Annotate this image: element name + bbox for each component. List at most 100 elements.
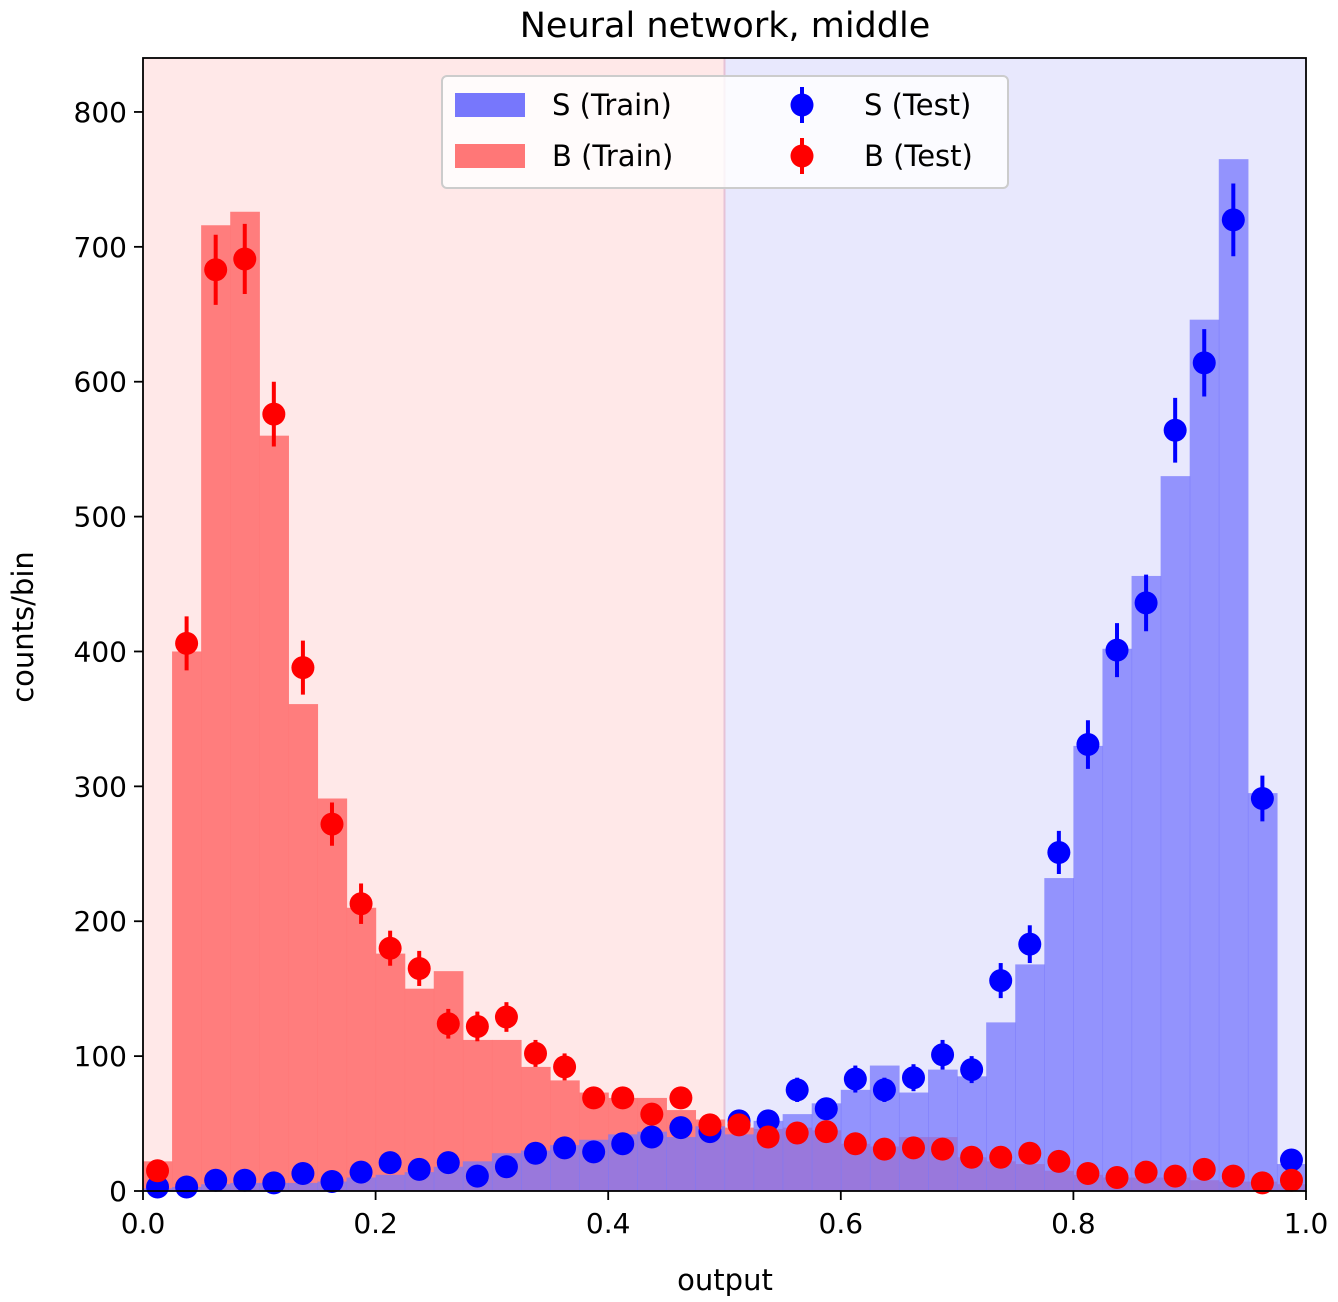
data-point xyxy=(1279,1148,1303,1172)
hist-bar xyxy=(201,225,231,1191)
y-tick-label: 400 xyxy=(74,635,127,668)
data-point xyxy=(1018,1141,1042,1165)
y-tick-label: 100 xyxy=(74,1040,127,1073)
data-point xyxy=(872,1137,896,1161)
data-point xyxy=(814,1097,838,1121)
data-point xyxy=(436,1012,460,1036)
data-point xyxy=(960,1058,984,1082)
hist-bar xyxy=(1044,878,1074,1191)
data-point xyxy=(989,1145,1013,1169)
data-point xyxy=(1163,1164,1187,1188)
legend-label: S (Test) xyxy=(864,88,971,122)
data-point xyxy=(640,1102,664,1126)
data-point xyxy=(1105,1166,1129,1190)
legend-entry: S (Test) xyxy=(790,87,971,123)
data-point xyxy=(262,1171,286,1195)
data-point xyxy=(204,258,228,282)
hist-bar xyxy=(1131,575,1162,1191)
data-point xyxy=(378,1151,402,1175)
hist-bar xyxy=(404,988,435,1191)
hist-bar xyxy=(724,1134,755,1191)
y-tick-label: 300 xyxy=(74,770,127,803)
hist-bar xyxy=(288,1182,319,1191)
x-tick-label: 0.6 xyxy=(819,1207,864,1240)
data-point xyxy=(582,1140,606,1164)
data-point xyxy=(843,1132,867,1156)
data-point xyxy=(1134,591,1158,615)
hist-bar xyxy=(288,704,319,1191)
data-point xyxy=(785,1078,809,1102)
data-point xyxy=(349,892,373,916)
hist-bar xyxy=(1102,648,1133,1191)
data-point xyxy=(320,812,344,836)
data-point xyxy=(872,1078,896,1102)
data-point xyxy=(233,1168,257,1192)
data-point xyxy=(931,1137,955,1161)
data-point xyxy=(1047,840,1071,864)
data-point xyxy=(1047,1149,1071,1173)
data-point xyxy=(494,1005,518,1029)
data-point xyxy=(756,1125,780,1149)
hist-bar xyxy=(1247,793,1278,1191)
data-point xyxy=(931,1043,955,1067)
x-tick-label: 0.4 xyxy=(586,1207,631,1240)
hist-bar xyxy=(928,1069,958,1191)
data-point xyxy=(146,1175,170,1199)
hist-bar xyxy=(375,1174,406,1191)
data-point xyxy=(233,247,257,271)
data-point xyxy=(553,1136,577,1160)
legend-label: S (Train) xyxy=(552,88,672,122)
y-tick-label: 600 xyxy=(74,366,127,399)
x-axis-label: output xyxy=(677,1263,773,1297)
hist-bar xyxy=(346,907,377,1191)
y-tick-label: 0 xyxy=(109,1175,127,1208)
data-point xyxy=(494,1155,518,1179)
y-tick-label: 200 xyxy=(74,905,127,938)
data-point xyxy=(175,631,199,655)
hist-bar xyxy=(1160,476,1191,1191)
data-point xyxy=(349,1160,373,1184)
y-axis: 0 100 200 300 400 500 600 700 800 xyxy=(74,96,143,1208)
data-point xyxy=(669,1116,693,1140)
legend-frame xyxy=(441,75,1009,189)
data-point xyxy=(901,1136,925,1160)
data-point xyxy=(1105,638,1129,662)
data-point xyxy=(814,1120,838,1144)
data-point xyxy=(1279,1168,1303,1192)
data-point xyxy=(989,969,1013,993)
legend-entry: B (Train) xyxy=(455,139,673,173)
x-tick-label: 0.2 xyxy=(353,1207,398,1240)
data-point xyxy=(960,1145,984,1169)
series-b-test-points xyxy=(146,223,1303,1195)
data-point xyxy=(727,1113,751,1137)
hist-bar xyxy=(259,435,289,1192)
data-point xyxy=(582,1086,606,1110)
data-point xyxy=(901,1066,925,1090)
data-point xyxy=(698,1113,722,1137)
data-point xyxy=(378,936,402,960)
data-point xyxy=(1163,418,1187,442)
y-tick-label: 500 xyxy=(74,501,127,534)
y-tick-label: 800 xyxy=(74,96,127,129)
legend-label: B (Train) xyxy=(552,139,673,173)
data-point xyxy=(407,1157,431,1181)
data-point xyxy=(1250,786,1274,810)
hist-bar xyxy=(1073,745,1104,1191)
hist-bar xyxy=(1218,159,1249,1191)
data-point xyxy=(407,956,431,980)
plot-frame xyxy=(142,57,1307,1192)
data-point xyxy=(1018,932,1042,956)
data-point xyxy=(669,1086,693,1110)
y-axis-label: counts/bin xyxy=(6,551,40,703)
data-point xyxy=(524,1141,548,1165)
series-s-test-points xyxy=(146,183,1303,1199)
test-points xyxy=(146,183,1303,1199)
legend-swatch xyxy=(455,93,525,117)
data-point xyxy=(175,1175,199,1199)
data-point xyxy=(465,1164,489,1188)
hist-bar xyxy=(172,651,202,1191)
hist-bar xyxy=(957,1076,987,1191)
legend-label: B (Test) xyxy=(864,139,973,173)
data-point xyxy=(320,1170,344,1194)
